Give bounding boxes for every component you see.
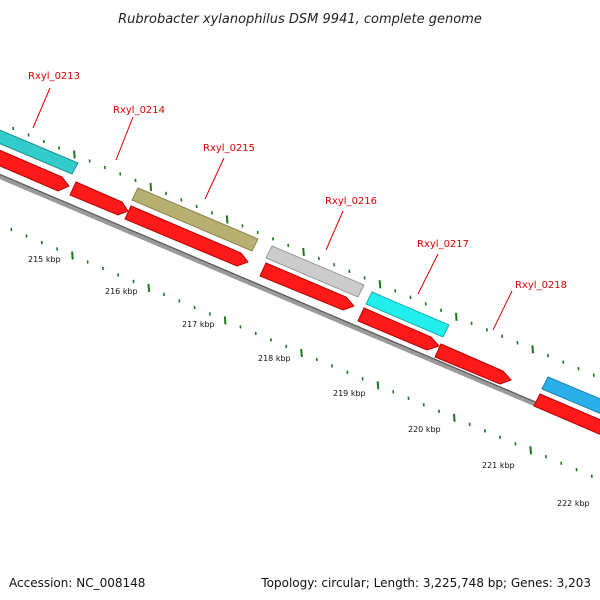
- outer-tick-row: [12, 126, 595, 377]
- tick-mark: [376, 381, 380, 390]
- gene-label-rxyl-0213[interactable]: Rxyl_0213: [28, 71, 80, 82]
- gene-label-rxyl-0215[interactable]: Rxyl_0215: [203, 143, 255, 154]
- gene-label-rxyl-0218[interactable]: Rxyl_0218: [515, 280, 567, 291]
- tick-mark: [73, 150, 76, 159]
- kbp-label: 217 kbp: [182, 320, 215, 329]
- kbp-label: 219 kbp: [333, 389, 366, 398]
- cds-arrow[interactable]: [434, 343, 512, 385]
- cds-arrow[interactable]: [357, 307, 440, 351]
- kbp-label: 222 kbp: [557, 499, 590, 508]
- tick-mark: [302, 247, 305, 256]
- cds-arrow[interactable]: [69, 181, 129, 216]
- tick-mark: [453, 413, 456, 422]
- feature-track: [0, 126, 600, 415]
- map-title: Rubrobacter xylanophilus DSM 9941, compl…: [118, 12, 482, 27]
- gene-label-rxyl-0214[interactable]: Rxyl_0214: [113, 105, 165, 116]
- accession-text: Accession: NC_008148: [9, 576, 145, 590]
- cds-arrow[interactable]: [259, 262, 355, 311]
- cds-track: [0, 146, 600, 436]
- kbp-label: 216 kbp: [105, 287, 138, 296]
- backbone: [0, 173, 600, 435]
- cds-arrow[interactable]: [124, 205, 249, 267]
- tick-mark: [223, 316, 227, 325]
- tick-mark: [300, 348, 303, 357]
- tick-mark: [378, 280, 382, 289]
- inner-tick-row: [10, 227, 593, 478]
- tick-mark: [149, 182, 153, 191]
- kbp-label: 221 kbp: [482, 461, 515, 470]
- kbp-label: 218 kbp: [258, 354, 291, 363]
- kbp-label: 215 kbp: [28, 255, 61, 264]
- feature-bar-grey[interactable]: [265, 245, 365, 298]
- kbp-labels: 215 kbp 216 kbp 217 kbp 218 kbp 219 kbp …: [28, 255, 590, 508]
- gene-label-rxyl-0217[interactable]: Rxyl_0217: [417, 239, 469, 250]
- label-leaders: [32, 87, 513, 331]
- feature-bar-olive[interactable]: [131, 187, 259, 252]
- cds-arrow[interactable]: [533, 393, 600, 436]
- gene-label-rxyl-0216[interactable]: Rxyl_0216: [325, 196, 377, 207]
- tick-mark: [71, 251, 74, 260]
- tick-mark: [529, 446, 532, 455]
- cds-arrow[interactable]: [0, 146, 70, 192]
- tick-mark: [225, 215, 229, 224]
- tick-mark: [531, 345, 534, 354]
- feature-bar-cyan[interactable]: [0, 126, 79, 175]
- feature-bar-blue[interactable]: [541, 376, 600, 415]
- gene-labels: Rxyl_0213 Rxyl_0214 Rxyl_0215 Rxyl_0216 …: [28, 71, 567, 291]
- tick-mark: [455, 312, 458, 321]
- feature-bar-bright-cyan[interactable]: [365, 291, 450, 338]
- tick-mark: [147, 283, 151, 292]
- kbp-label: 220 kbp: [408, 425, 441, 434]
- topology-summary-text: Topology: circular; Length: 3,225,748 bp…: [260, 576, 591, 590]
